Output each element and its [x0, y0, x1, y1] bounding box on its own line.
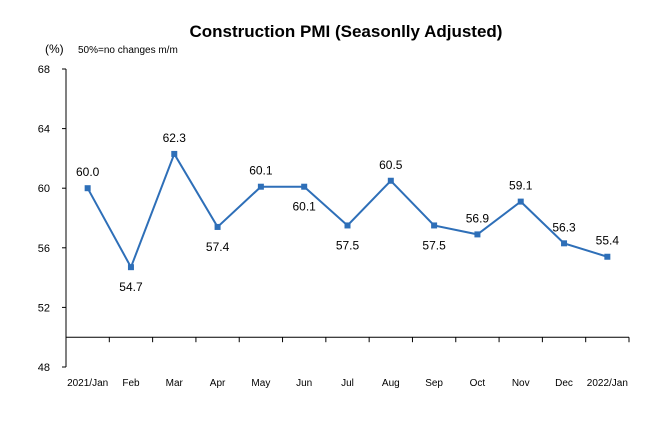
y-tick-label: 52	[38, 302, 50, 314]
x-tick-label: Jul	[341, 378, 354, 389]
data-point	[474, 231, 481, 238]
x-tick-label: Aug	[382, 378, 400, 389]
data-point	[257, 183, 264, 190]
y-unit-label: (%)	[45, 42, 64, 56]
data-label: 59.1	[509, 179, 533, 193]
data-point	[561, 240, 568, 247]
y-tick-label: 56	[38, 243, 50, 255]
x-tick-label: Oct	[470, 378, 486, 389]
x-tick-label: Jun	[296, 378, 312, 389]
data-label: 60.5	[379, 158, 403, 172]
y-tick-label: 60	[38, 183, 50, 195]
data-label: 57.4	[206, 240, 230, 254]
data-point	[517, 198, 524, 205]
data-label: 60.1	[249, 164, 273, 178]
series	[84, 150, 611, 271]
data-label: 56.9	[466, 211, 490, 225]
x-tick-label: 2021/Jan	[67, 378, 108, 389]
x-tick-label: Apr	[210, 378, 226, 389]
data-label: 57.5	[336, 238, 360, 252]
y-axis-ticks: 48 52 56 60 64 68	[38, 64, 66, 374]
data-label: 56.3	[552, 220, 576, 234]
data-point	[604, 253, 611, 260]
data-label: 57.5	[422, 238, 446, 252]
x-axis-ticks: 2021/Jan Feb Mar Apr May Jun Jul Aug Sep Oct Nov De…	[67, 378, 628, 389]
x-tick-label: May	[251, 378, 270, 389]
data-label: 55.4	[596, 234, 620, 248]
x-tick-label: Feb	[122, 378, 140, 389]
data-label: 54.7	[119, 280, 143, 294]
x-tick-label: Nov	[512, 378, 530, 389]
data-label: 60.1	[293, 200, 317, 214]
data-point	[301, 183, 308, 190]
x-tick-label: Mar	[166, 378, 184, 389]
axes	[65, 69, 630, 367]
data-point	[171, 150, 178, 157]
data-point	[127, 264, 134, 271]
data-point	[431, 222, 438, 229]
chart-title: Construction PMI (Seasonlly Adjusted)	[190, 22, 503, 41]
data-point	[387, 177, 394, 184]
y-tick-label: 64	[38, 124, 50, 136]
data-labels: 60.0 54.7 62.3 57.4 60.1 60.1 57.5 60.5 57.5 56.9…	[76, 131, 619, 294]
data-label: 62.3	[163, 131, 187, 145]
x-tick-label: Dec	[555, 378, 573, 389]
data-point	[344, 222, 351, 229]
chart-note: 50%=no changes m/m	[78, 45, 178, 56]
y-tick-label: 68	[38, 64, 50, 76]
y-tick-label: 48	[38, 362, 50, 374]
data-point	[214, 223, 221, 230]
x-tick-label: Sep	[425, 378, 443, 389]
x-tick-label: 2022/Jan	[587, 378, 628, 389]
data-label: 60.0	[76, 165, 100, 179]
data-point	[84, 185, 91, 192]
